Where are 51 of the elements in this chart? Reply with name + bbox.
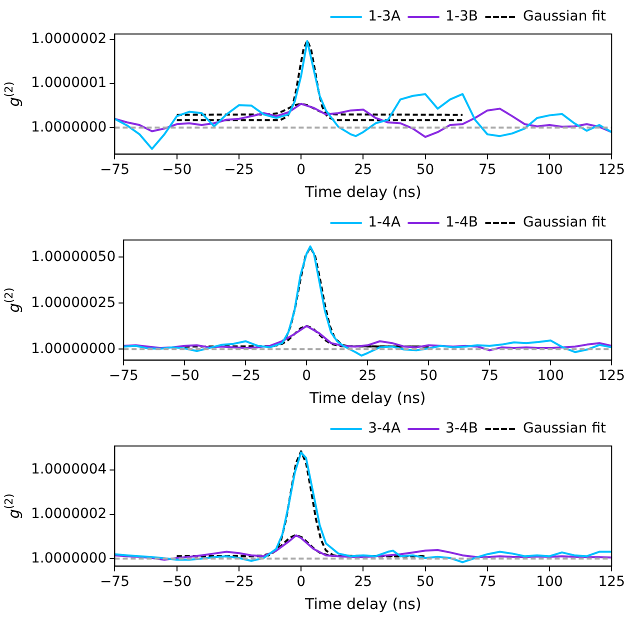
y-tick-label: 1.00000050 <box>30 248 116 265</box>
x-tick-label: 100 <box>537 368 564 384</box>
x-tick-label: 50 <box>416 574 434 590</box>
x-tick-label: −50 <box>170 368 200 384</box>
legend-label: 3-4B <box>446 420 478 437</box>
x-tick-label: 75 <box>480 368 499 384</box>
x-tick-label: 75 <box>478 574 496 590</box>
x-tick-label: −50 <box>162 574 192 590</box>
x-tick-label: −75 <box>108 368 138 384</box>
x-tick-label: −25 <box>224 574 254 590</box>
x-tick-label: 100 <box>536 162 563 178</box>
x-axis-title: Time delay (ns) <box>304 594 422 613</box>
y-tick-label: 1.0000000 <box>30 119 107 136</box>
legend-label: Gaussian fit <box>523 420 607 437</box>
x-tick-label: 75 <box>478 162 496 178</box>
y-tick-label: 1.0000002 <box>30 30 107 47</box>
y-axis-title: g(2) <box>2 494 23 519</box>
y-tick-label: 1.0000000 <box>30 550 107 566</box>
x-tick-label: 0 <box>296 574 306 590</box>
legend-label: 1-4B <box>446 214 478 231</box>
y-axis-title: g(2) <box>2 82 23 107</box>
legend-label: Gaussian fit <box>523 214 607 231</box>
x-tick-label: −25 <box>230 368 260 384</box>
x-tick-label: 50 <box>416 162 434 178</box>
x-tick-label: 0 <box>302 368 312 384</box>
y-tick-label: 1.0000002 <box>30 506 107 522</box>
x-tick-label: 125 <box>598 368 626 384</box>
legend-label: 1-3B <box>446 8 478 25</box>
x-tick-label: 100 <box>536 574 563 590</box>
x-axis-title: Time delay (ns) <box>308 388 426 407</box>
x-tick-label: −25 <box>224 162 254 178</box>
y-axis-title: g(2) <box>2 288 23 313</box>
y-tick-label: 1.00000025 <box>30 294 116 311</box>
x-tick-label: 125 <box>598 162 626 178</box>
x-tick-label: 25 <box>354 574 372 590</box>
x-tick-label: 25 <box>354 162 372 178</box>
legend-label: Gaussian fit <box>523 8 607 25</box>
legend-label: 3-4A <box>368 420 401 437</box>
legend-label: 1-3A <box>368 8 401 25</box>
x-axis-title: Time delay (ns) <box>304 182 422 201</box>
legend-label: 1-4A <box>368 214 401 231</box>
x-tick-label: 125 <box>598 574 626 590</box>
x-tick-label: −75 <box>100 574 130 590</box>
x-tick-label: −75 <box>100 162 130 178</box>
x-tick-label: 25 <box>358 368 377 384</box>
x-tick-label: 0 <box>296 162 306 178</box>
y-tick-label: 1.0000001 <box>30 75 107 92</box>
x-tick-label: 50 <box>420 368 438 384</box>
y-tick-label: 1.0000004 <box>30 462 107 478</box>
x-tick-label: −50 <box>162 162 192 178</box>
y-tick-label: 1.00000000 <box>30 340 116 357</box>
